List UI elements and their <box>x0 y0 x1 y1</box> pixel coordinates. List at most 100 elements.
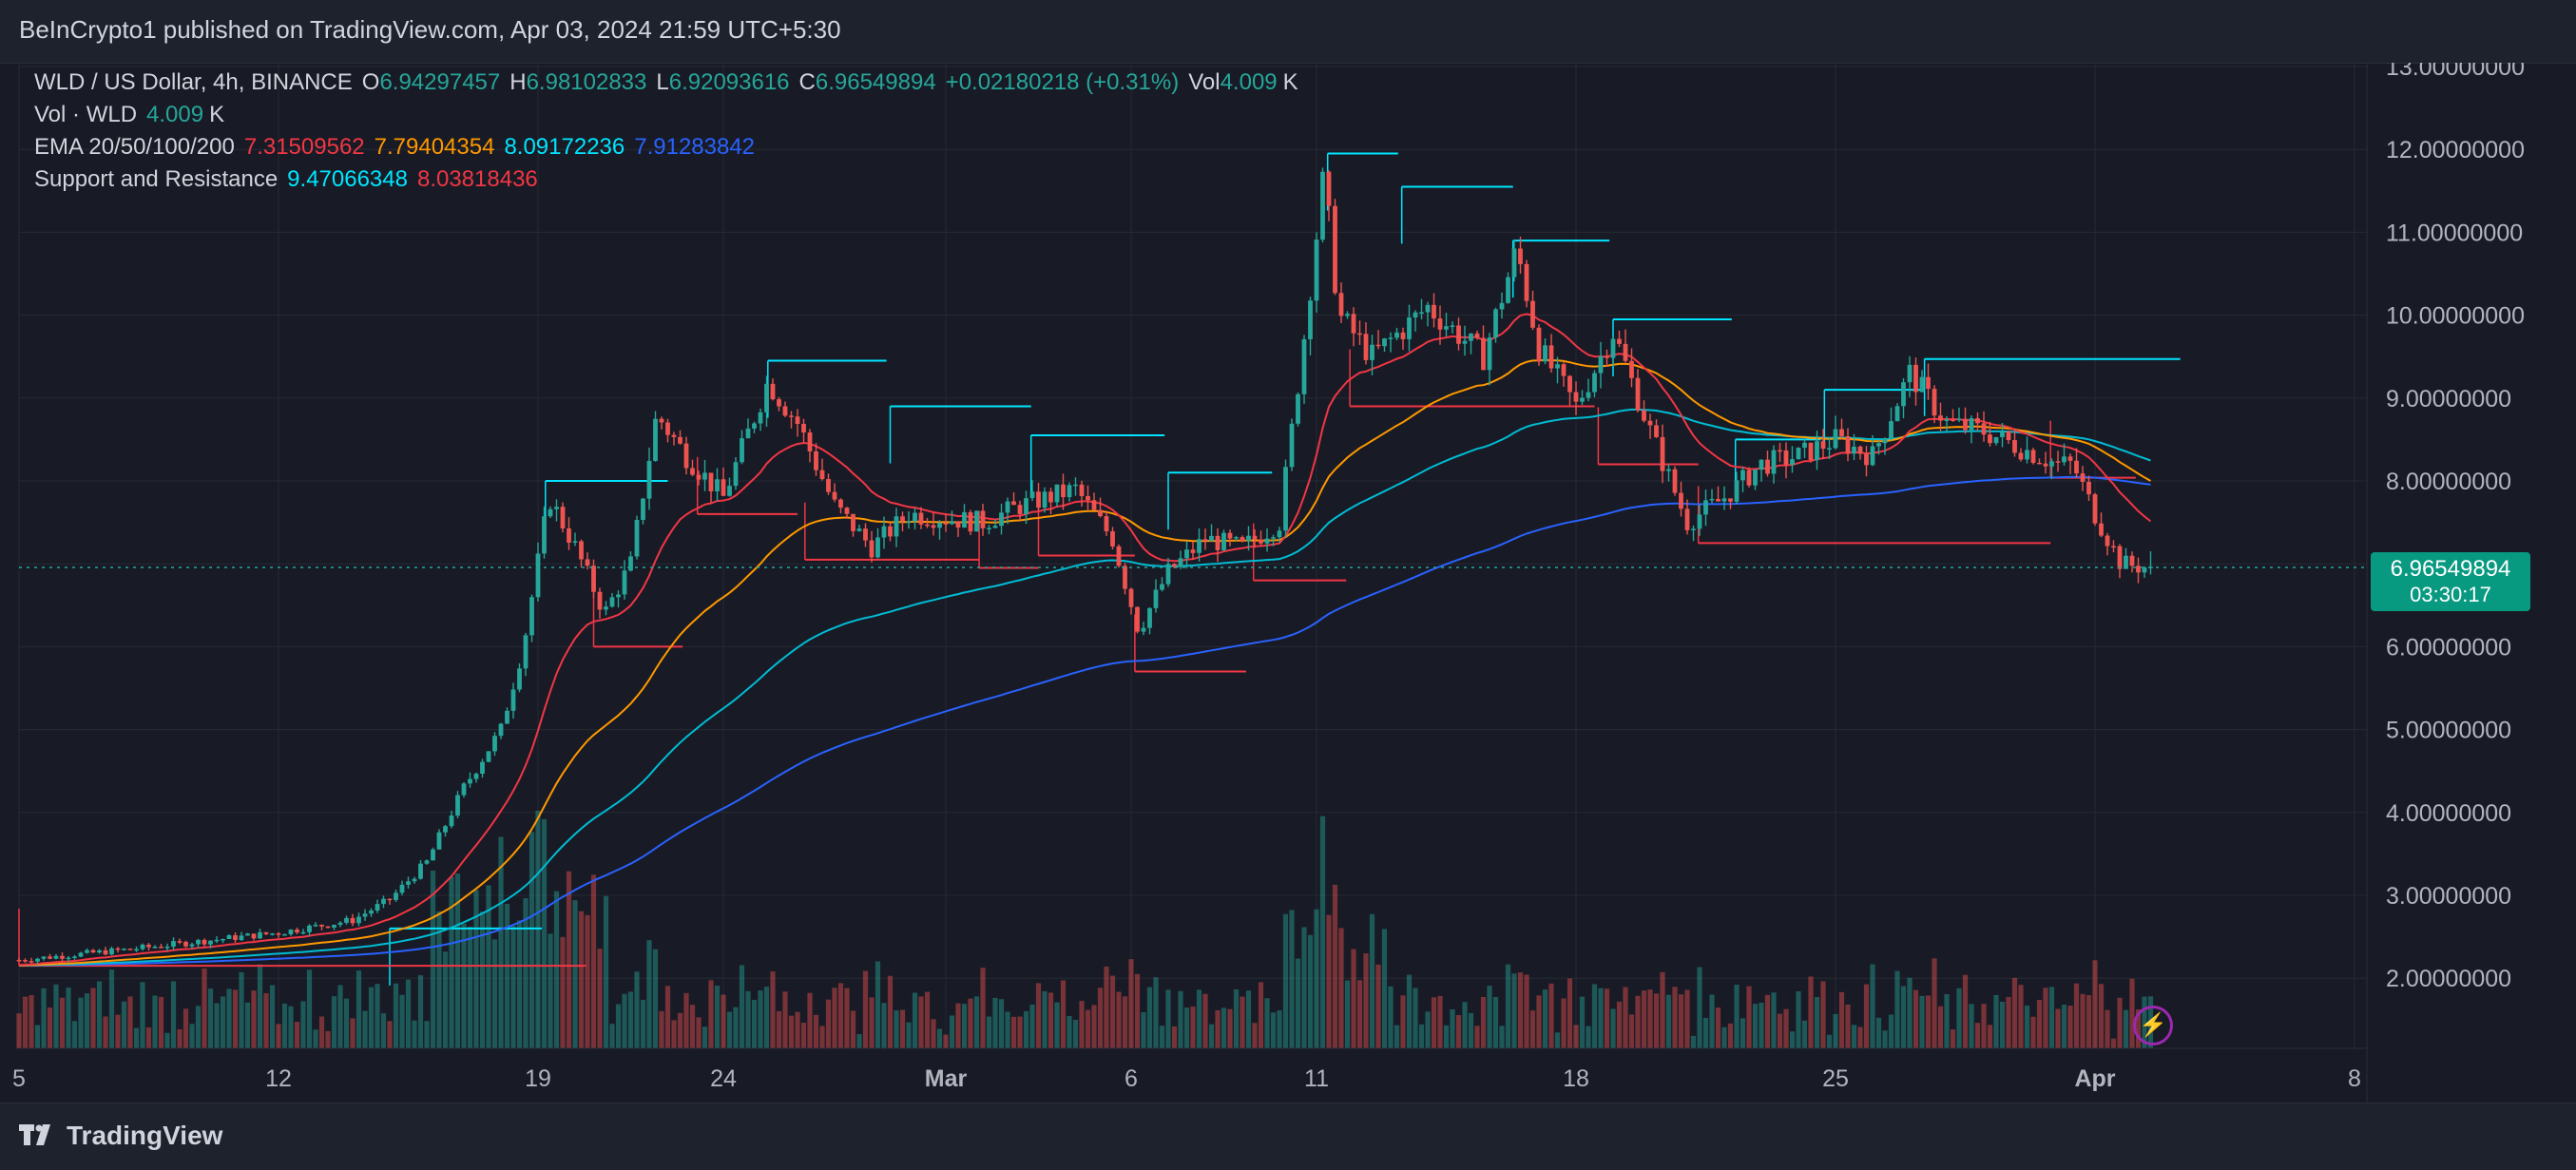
candle-body <box>399 884 405 893</box>
candle-body <box>1790 459 1795 465</box>
candle-body <box>1407 317 1412 339</box>
volume-bar <box>523 898 529 1048</box>
candle-body <box>937 523 942 528</box>
candle-body <box>140 944 145 949</box>
sr-label[interactable]: Support and Resistance <box>34 166 279 192</box>
candle-body <box>1432 304 1436 319</box>
volume-bar <box>572 900 578 1048</box>
candle-body <box>1165 564 1171 585</box>
candle-body <box>542 516 547 554</box>
candle-body <box>1919 376 1925 393</box>
candle-body <box>1518 248 1523 264</box>
volume-bar <box>251 990 257 1048</box>
candle-body <box>1499 302 1505 310</box>
volume-bar <box>615 1004 622 1048</box>
volume-bar <box>1974 1023 1981 1048</box>
volume-bar <box>634 971 640 1048</box>
candle-body <box>2043 463 2048 467</box>
volume-bar <box>2036 1000 2043 1048</box>
candle-body <box>1061 484 1066 498</box>
candle-body <box>851 513 855 531</box>
volume-bar <box>2105 1009 2110 1048</box>
volume-bar <box>936 1028 943 1048</box>
candle-body <box>1005 501 1010 513</box>
lightning-icon[interactable]: ⚡ <box>2133 1006 2173 1045</box>
volume-bar <box>1326 914 1332 1048</box>
volume-bar <box>1900 986 1907 1048</box>
volume-bar <box>1586 1026 1591 1048</box>
candle-body <box>1375 344 1381 347</box>
candle-body <box>1234 537 1239 539</box>
candle-body <box>517 668 522 690</box>
candle-body <box>1988 434 1992 444</box>
volume-bar <box>782 991 788 1048</box>
candle-body <box>1561 364 1567 376</box>
candle-body <box>313 924 318 927</box>
candle-body <box>97 949 102 953</box>
volume-bar <box>214 1003 220 1048</box>
volume-bar <box>288 1006 294 1048</box>
volume-bar <box>1919 995 1925 1048</box>
resistance-value: 9.47066348 <box>287 166 408 192</box>
candle-body <box>418 863 423 879</box>
candle-body <box>319 924 324 927</box>
candle-body <box>1264 538 1270 544</box>
volume-bar <box>300 1001 306 1048</box>
candle-body <box>196 939 201 945</box>
candle-body <box>1654 425 1659 437</box>
candle-body <box>992 526 998 528</box>
volume-bar <box>491 939 498 1048</box>
volume-bar <box>380 1013 387 1048</box>
time-tick-label: 11 <box>1304 1065 1329 1092</box>
tradingview-brand[interactable]: TradingView <box>19 1121 222 1151</box>
volume-bar <box>1759 1003 1764 1048</box>
candle-body <box>801 424 806 433</box>
volume-bar <box>2055 1008 2061 1048</box>
volume-bar <box>1628 1014 1635 1048</box>
volume-bar <box>1468 1012 1474 1048</box>
volume-bar <box>1208 1024 1215 1048</box>
volume-bar <box>1598 988 1604 1048</box>
candle-body <box>1709 498 1715 501</box>
volume-series-label[interactable]: Vol · WLD <box>34 102 138 127</box>
volume-bar <box>454 873 461 1048</box>
candle-body <box>1728 498 1733 502</box>
volume-bar <box>1845 1004 1851 1048</box>
candle-body <box>510 689 516 711</box>
publisher-line: BeInCrypto1 published on TradingView.com… <box>19 15 841 44</box>
candle-body <box>1338 293 1344 316</box>
volume-bar <box>529 832 535 1048</box>
volume-bar <box>90 988 96 1048</box>
candle-body <box>1802 442 1807 448</box>
volume-bar <box>664 986 671 1048</box>
candle-body <box>1190 549 1196 553</box>
symbol-label[interactable]: WLD / US Dollar, 4h, BINANCE <box>34 69 353 95</box>
candle-body <box>1202 539 1208 542</box>
time-tick-label: 8 <box>2348 1065 2361 1092</box>
volume-bar <box>66 988 71 1048</box>
volume-bar <box>1289 910 1295 1048</box>
volume-bar <box>1913 989 1919 1048</box>
volume-bar <box>733 1007 739 1048</box>
legend-ema-row[interactable]: EMA 20/50/100/200 7.31509562 7.79404354 … <box>34 131 1298 163</box>
volume-bar <box>1314 909 1319 1048</box>
legend-volume-row[interactable]: Vol · WLD 4.009 K <box>34 99 1298 131</box>
time-axis: 5 12 19 24 Mar 6 11 18 25 Apr 8 <box>12 1065 2361 1092</box>
volume-bar <box>1665 994 1672 1048</box>
chart-pane[interactable]: 13.00000000 12.00000000 11.00000000 10.0000… <box>0 63 2576 1103</box>
candle-body <box>987 527 991 529</box>
legend-sr-row[interactable]: Support and Resistance 9.47066348 8.0381… <box>34 163 1298 196</box>
low-value: 6.92093616 <box>668 69 790 95</box>
volume-bar <box>758 990 763 1048</box>
candle-body <box>337 922 343 926</box>
volume-bar <box>1233 989 1240 1048</box>
candle-body <box>1684 508 1690 530</box>
volume-bar <box>689 1005 696 1048</box>
volume-bar <box>368 987 375 1048</box>
volume-bar <box>2110 1038 2117 1048</box>
ema-label[interactable]: EMA 20/50/100/200 <box>34 134 235 160</box>
volume-bar <box>2018 985 2024 1048</box>
candle-body <box>1259 539 1263 544</box>
candle-body <box>1444 326 1449 330</box>
legend-ohlc-row[interactable]: WLD / US Dollar, 4h, BINANCE O6.94297457… <box>34 67 1298 99</box>
